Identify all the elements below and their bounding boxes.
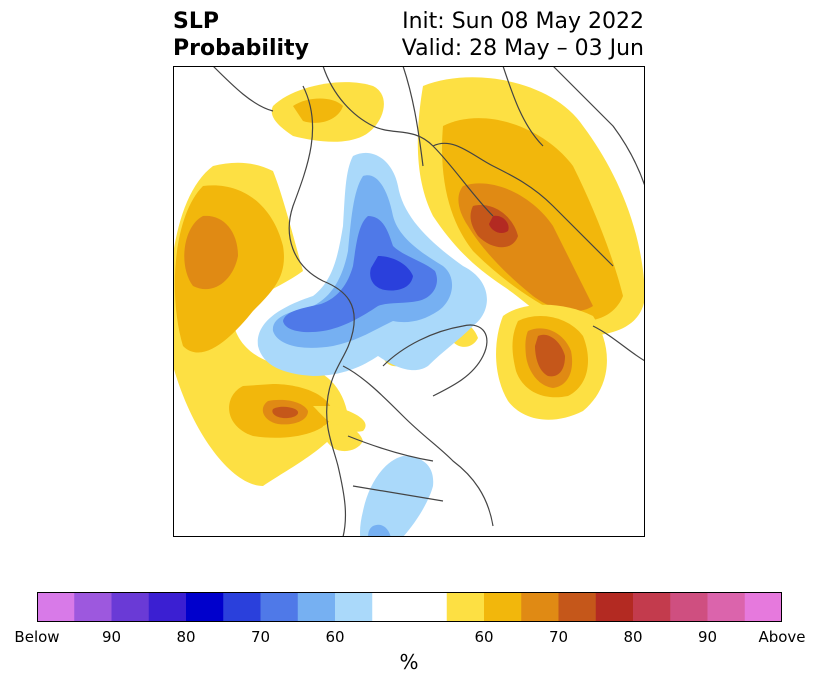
colorbar-tick-label: 70 <box>250 628 271 646</box>
colorbar-tick-label: 60 <box>474 628 494 646</box>
colorbar-cell <box>446 592 485 622</box>
colorbar-frame <box>37 592 782 622</box>
colorbar-tick-label: 80 <box>623 628 643 646</box>
colorbar-tick-label: 90 <box>697 628 718 646</box>
colorbar-tick-label: Below <box>14 628 60 646</box>
colorbar-cell <box>74 592 112 622</box>
colorbar-cell <box>595 592 634 622</box>
colorbar-unit-label: % <box>399 650 419 674</box>
colorbar-cell <box>707 592 746 622</box>
colorbar-cell <box>372 592 410 622</box>
map-frame <box>173 66 645 537</box>
colorbar-cell <box>223 592 261 622</box>
colorbar-cell <box>111 592 150 622</box>
colorbar-cell <box>297 592 336 622</box>
map-title: SLP Probability <box>173 8 309 62</box>
colorbar-cell <box>37 592 75 622</box>
valid-date-range: Valid: 28 May – 03 Jun <box>401 36 644 61</box>
colorbar-cell <box>260 592 299 622</box>
colorbar-cell <box>744 592 782 622</box>
colorbar-cell <box>186 592 224 622</box>
colorbar-tick-label: 90 <box>101 628 122 646</box>
colorbar-cell <box>521 592 559 622</box>
colorbar-tick-label: Above <box>758 628 806 646</box>
coastlines <box>212 66 645 537</box>
colorbar <box>37 592 782 622</box>
colorbar-cell <box>335 592 373 622</box>
colorbar-cell <box>633 592 671 622</box>
probability-map <box>173 66 645 537</box>
colorbar-tick-label: 70 <box>548 628 569 646</box>
init-date: Init: Sun 08 May 2022 <box>402 9 644 34</box>
forecast-dates: Init: Sun 08 May 2022 Valid: 28 May – 03… <box>402 8 644 62</box>
colorbar-cell <box>148 592 187 622</box>
colorbar-cell <box>670 592 708 622</box>
below-normal-regions <box>257 152 487 537</box>
colorbar-cell <box>558 592 597 622</box>
colorbar-tick-label: 60 <box>325 628 345 646</box>
title-line-1: SLP <box>173 9 219 34</box>
title-line-2: Probability <box>173 36 309 61</box>
colorbar-tick-label: 80 <box>176 628 196 646</box>
colorbar-cell <box>409 592 448 622</box>
colorbar-cell <box>484 592 522 622</box>
